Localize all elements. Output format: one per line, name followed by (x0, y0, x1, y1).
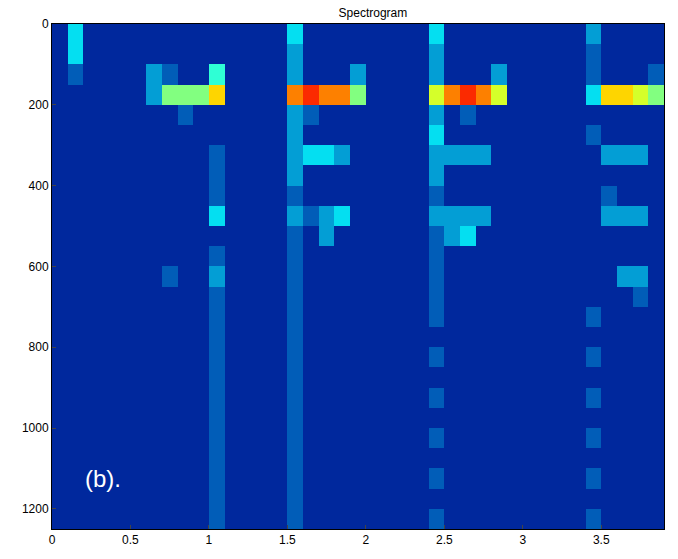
svg-text:2.5: 2.5 (436, 533, 453, 547)
svg-text:1200: 1200 (22, 502, 49, 516)
svg-text:1: 1 (206, 533, 213, 547)
svg-text:(b).: (b). (85, 465, 121, 492)
svg-text:400: 400 (29, 179, 49, 193)
svg-text:600: 600 (29, 260, 49, 274)
svg-text:1.5: 1.5 (279, 533, 296, 547)
svg-text:200: 200 (29, 98, 49, 112)
svg-text:3.5: 3.5 (593, 533, 610, 547)
svg-text:0: 0 (42, 17, 49, 31)
svg-text:2: 2 (363, 533, 370, 547)
svg-text:3: 3 (519, 533, 526, 547)
svg-text:1000: 1000 (22, 421, 49, 435)
svg-text:Spectrogram: Spectrogram (339, 6, 408, 20)
svg-text:0.5: 0.5 (122, 533, 139, 547)
svg-text:800: 800 (29, 340, 49, 354)
svg-text:0: 0 (49, 533, 56, 547)
